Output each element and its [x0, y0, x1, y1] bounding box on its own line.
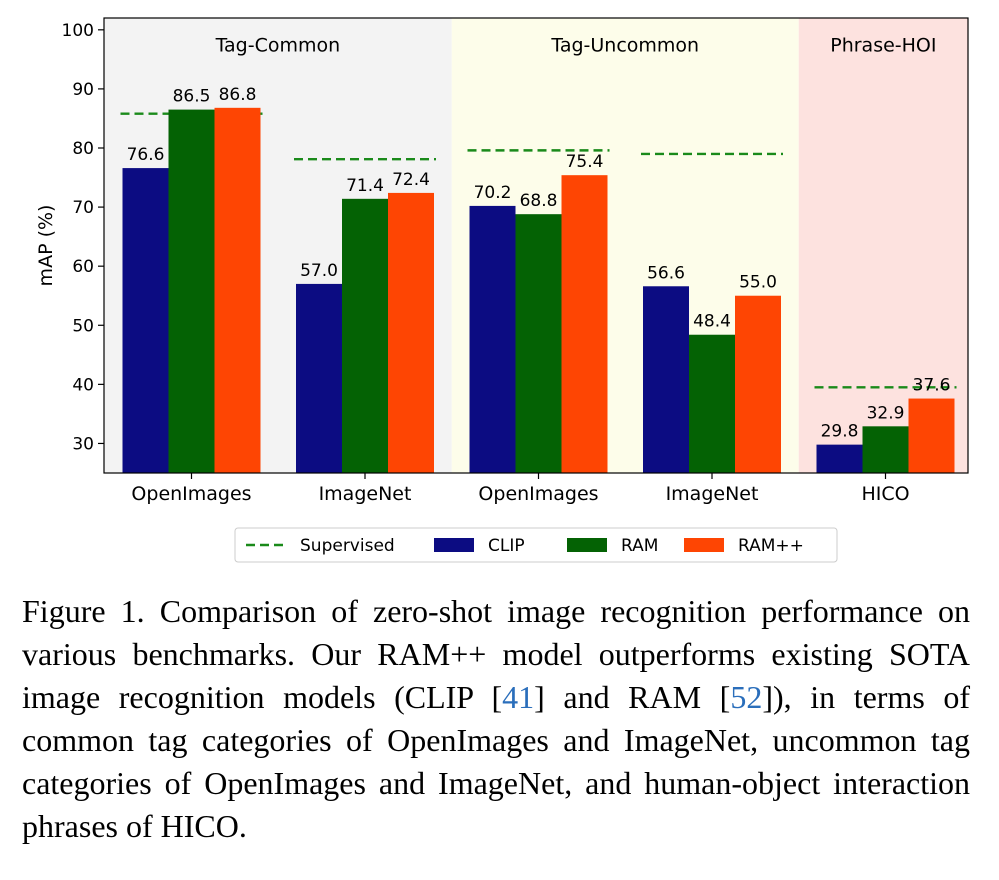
y-tick-label: 30 [72, 434, 94, 454]
bar-value-label: 86.5 [173, 87, 211, 107]
bar-value-label: 37.6 [913, 376, 951, 396]
legend-label: Supervised [300, 536, 395, 556]
legend-swatch-ramplusplus [684, 538, 724, 552]
bar-ramplusplus [214, 107, 261, 474]
legend-label: CLIP [488, 536, 525, 556]
bar-ram [689, 334, 735, 473]
bar-ram [862, 426, 909, 473]
bar-ram [168, 109, 215, 473]
y-tick-label: 70 [72, 198, 94, 218]
citation-clip[interactable]: 41 [502, 679, 535, 715]
y-tick-label: 100 [62, 21, 94, 41]
bar-ramplusplus [908, 398, 955, 473]
caption-text-mid: ] and RAM [ [534, 679, 731, 715]
y-tick-label: 40 [72, 375, 94, 395]
bar-value-label: 72.4 [392, 170, 430, 190]
y-tick-label: 90 [72, 80, 94, 100]
legend-swatch-clip [434, 538, 474, 552]
region-label: Tag-Uncommon [550, 35, 699, 57]
bar-ramplusplus [735, 295, 781, 473]
caption-text-start: Figure 1. Comparison of zero-shot image … [22, 593, 970, 715]
x-tick-label: HICO [861, 483, 909, 505]
bar-ramplusplus [561, 175, 608, 473]
bar-value-label: 57.0 [300, 261, 338, 281]
bar-clip [122, 168, 169, 473]
bar-clip [296, 283, 342, 473]
chart-figure: Tag-Common Tag-Uncommon Phrase-HOI 76.6 57.0… [35, 17, 969, 563]
bar-value-label: 32.9 [867, 403, 905, 423]
bar-ram [342, 198, 388, 473]
bar-value-label: 48.4 [693, 312, 731, 332]
bar-value-label: 86.8 [219, 85, 257, 105]
caption-text-end: ]), in terms of common tag categories of… [22, 679, 971, 844]
x-tick-label: ImageNet [666, 483, 759, 505]
bar-clip [643, 286, 689, 473]
legend-label: RAM [621, 536, 658, 556]
region-label: Phrase-HOI [830, 35, 936, 57]
bar-value-label: 70.2 [474, 183, 512, 203]
bar-ram [515, 214, 562, 473]
bar-clip [469, 205, 516, 473]
bar-value-label: 68.8 [520, 191, 558, 211]
bar-ramplusplus [388, 192, 434, 473]
x-tick-label: OpenImages [478, 483, 598, 505]
y-tick-label: 50 [72, 316, 94, 336]
bar-value-label: 75.4 [566, 152, 604, 172]
x-tick-label: ImageNet [319, 483, 412, 505]
legend-swatch-ram [567, 538, 607, 552]
citation-ram[interactable]: 52 [730, 679, 763, 715]
bar-value-label: 55.0 [739, 273, 777, 293]
y-axis-label: mAP (%) [35, 205, 57, 287]
legend-box [234, 527, 838, 563]
bar-value-label: 76.6 [127, 145, 165, 165]
x-tick-label: OpenImages [131, 483, 251, 505]
bar-value-label: 71.4 [346, 176, 384, 196]
region-background [798, 18, 968, 473]
bar-value-label: 56.6 [647, 263, 685, 283]
bar-chart: Tag-Common Tag-Uncommon Phrase-HOI 76.6 57.0… [35, 17, 969, 563]
plot-frame [103, 17, 969, 474]
legend-label: RAM++ [738, 536, 804, 556]
bar-value-label: 29.8 [821, 422, 859, 442]
region-label: Tag-Common [215, 35, 341, 57]
y-tick-label: 80 [72, 139, 94, 159]
y-tick-label: 60 [72, 257, 94, 277]
figure-caption: Figure 1. Comparison of zero-shot image … [22, 590, 970, 848]
bar-clip [816, 444, 863, 473]
